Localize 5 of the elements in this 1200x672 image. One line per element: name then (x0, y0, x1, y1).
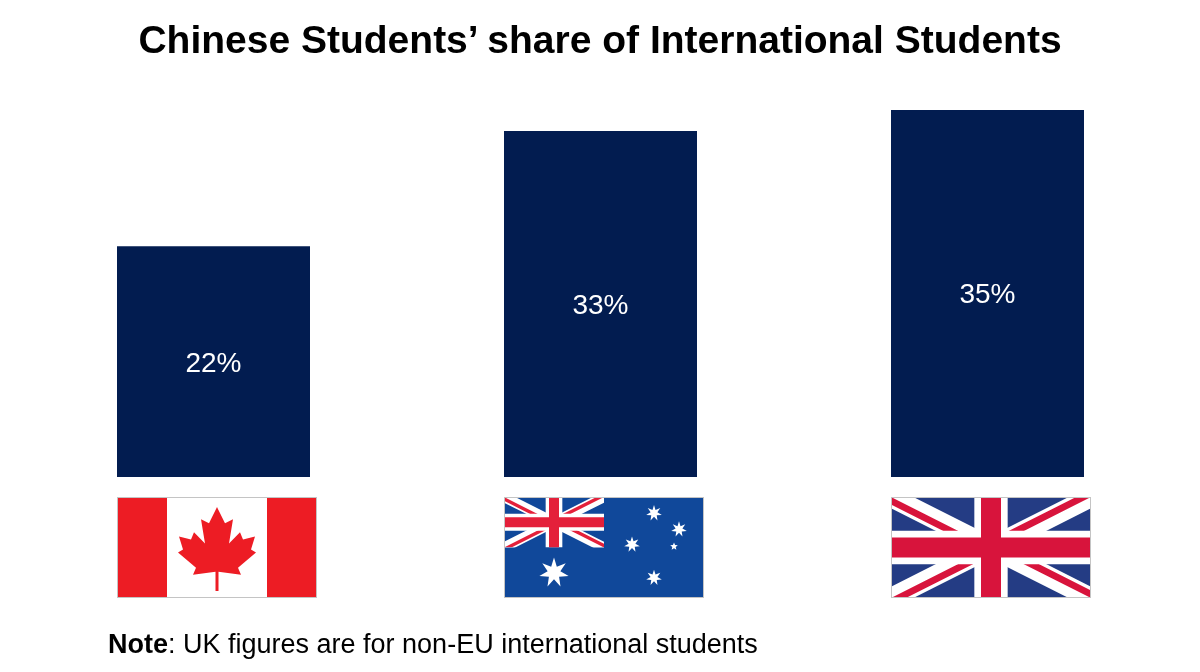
data-label: 35% (959, 278, 1016, 310)
chart-title: Chinese Students’ share of International Students (137, 18, 1063, 61)
data-label: 22% (185, 346, 242, 378)
text: Note: UK figures are for non-EU international students (108, 629, 758, 659)
data-label: 33% (572, 288, 629, 320)
